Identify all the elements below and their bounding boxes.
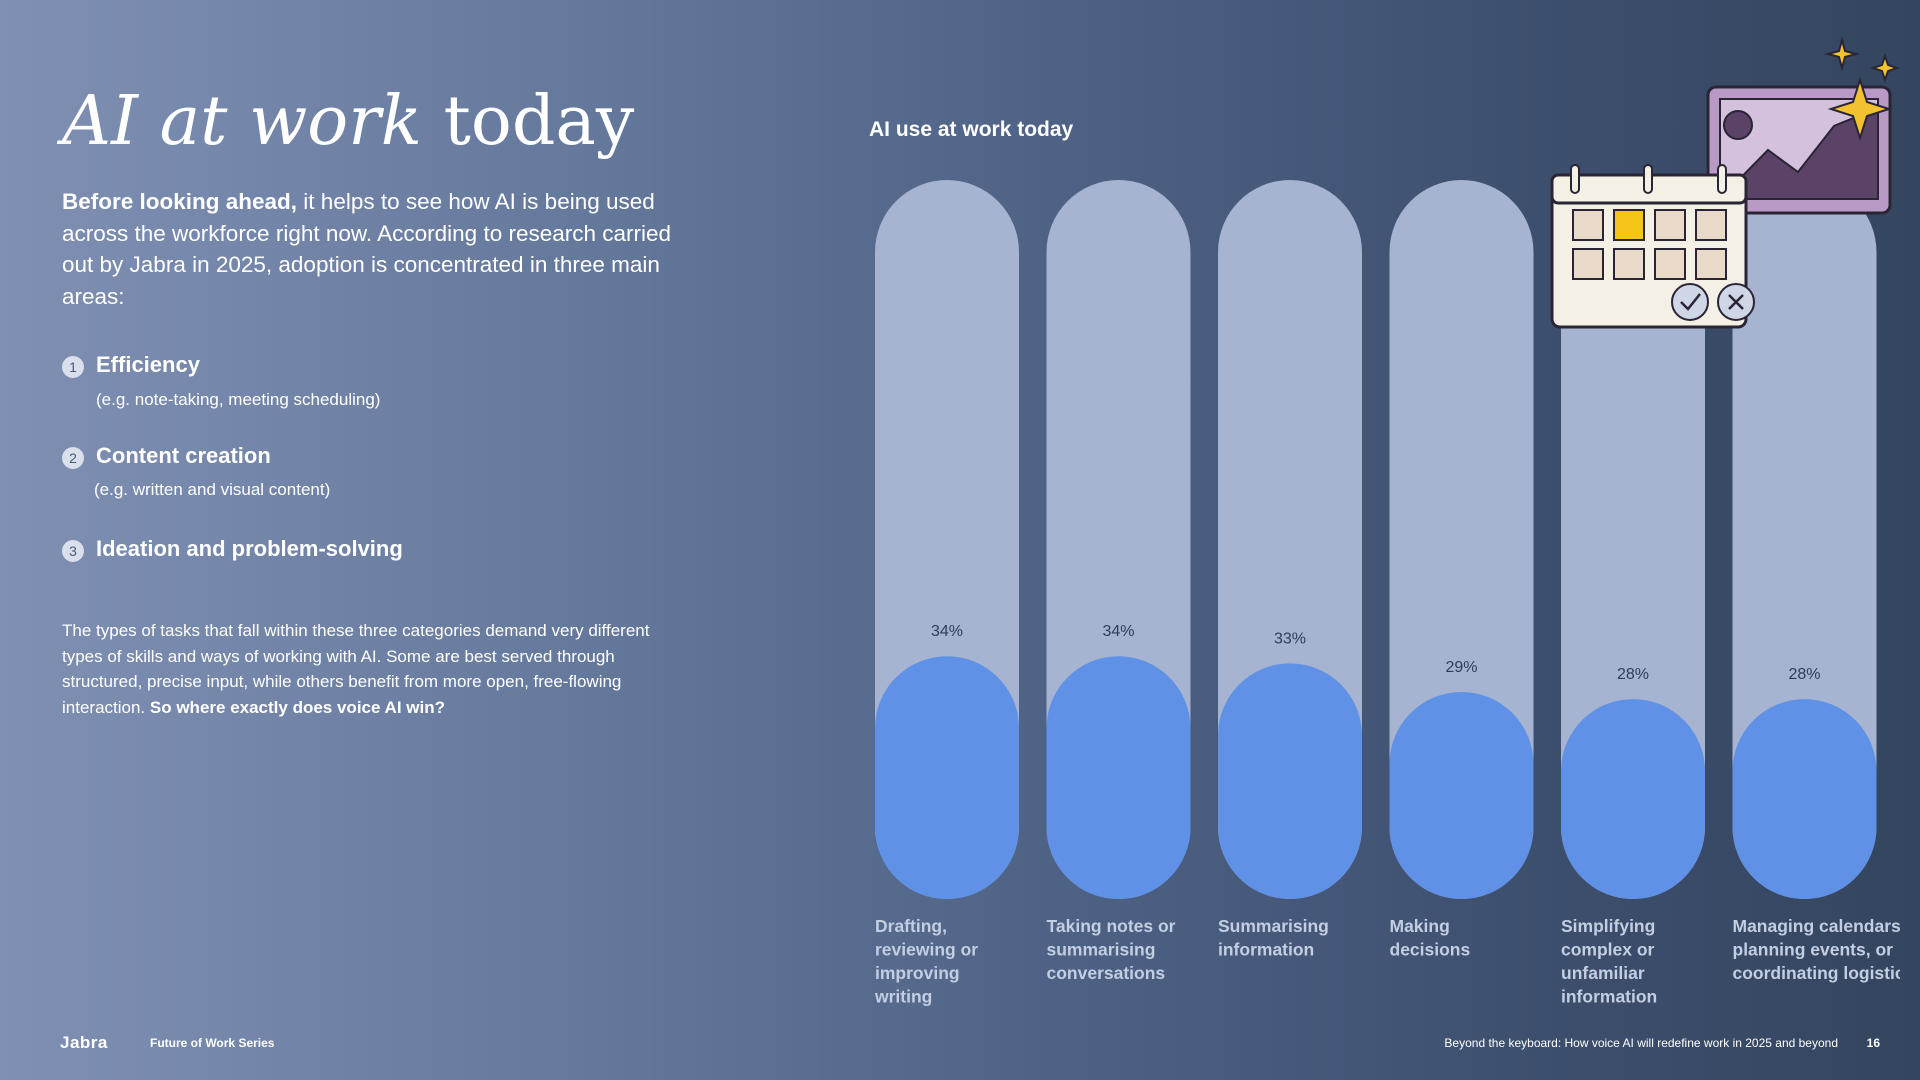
page-title-italic: AI at work (62, 82, 422, 161)
chart-title: AI use at work today (869, 118, 1074, 141)
number-badge: 1 (62, 356, 84, 378)
calendar-icon (1550, 164, 1755, 329)
area-title: Content creation (96, 443, 271, 468)
bar-fill (1732, 699, 1877, 899)
number-badge: 3 (62, 540, 84, 562)
bar-fill (1218, 663, 1362, 899)
category-label: Managing calendars, planning events, or co… (1733, 916, 1901, 983)
intro-bold: Before looking ahead, (62, 189, 298, 214)
area-title: Ideation and problem-solving (96, 536, 403, 561)
footer-series: Future of Work Series (150, 1036, 275, 1050)
value-label: 28% (1788, 666, 1820, 683)
value-label: 28% (1617, 666, 1649, 683)
body-question: So where exactly does voice AI win? (149, 697, 445, 717)
category-label: Simplifying complex or unfamiliar informati… (1561, 916, 1657, 1007)
intro-paragraph: Before looking ahead, it helps to see ho… (62, 186, 702, 312)
category-label: Summarising information (1218, 916, 1329, 960)
bar-fill (1561, 699, 1705, 899)
page-title-rest: today (443, 82, 635, 161)
value-label: 34% (1102, 623, 1134, 640)
calendar-photo-sparkle-illustration (1550, 36, 1901, 329)
bar-fill (875, 656, 1019, 899)
area-title: Efficiency (96, 352, 200, 377)
sparkle-icon (1824, 36, 1901, 142)
area-subtitle: (e.g. note-taking, meeting scheduling) (96, 390, 381, 409)
check-icon (1671, 283, 1709, 321)
close-icon (1717, 283, 1755, 321)
body-text: The types of tasks that fall within thes… (62, 621, 650, 717)
value-label: 29% (1445, 659, 1477, 676)
page-title: AI at work today (62, 88, 634, 156)
body-paragraph: The types of tasks that fall within thes… (62, 618, 682, 720)
value-label: 33% (1274, 630, 1306, 647)
category-label: Taking notes or summarising conversations (1047, 916, 1176, 983)
photo-icon (1706, 85, 1892, 215)
category-label: Drafting, reviewing or improving writing (874, 916, 978, 1007)
area-subtitle: (e.g. written and visual content) (94, 480, 331, 499)
value-label: 34% (931, 623, 963, 640)
footer-document-title: Beyond the keyboard: How voice AI will r… (1444, 1036, 1838, 1050)
jabra-logo: Jabra (60, 1033, 108, 1052)
bar-fill (1046, 656, 1191, 899)
number-badge: 2 (62, 447, 84, 469)
page-number: 16 (1866, 1036, 1880, 1050)
intro-text: it helps to see how AI is being used acr… (62, 189, 672, 309)
bar-fill (1389, 691, 1534, 899)
category-label: Making decisions (1390, 916, 1471, 960)
bar-chart: 34% Drafting, reviewing or improving writing… (874, 180, 1901, 1007)
